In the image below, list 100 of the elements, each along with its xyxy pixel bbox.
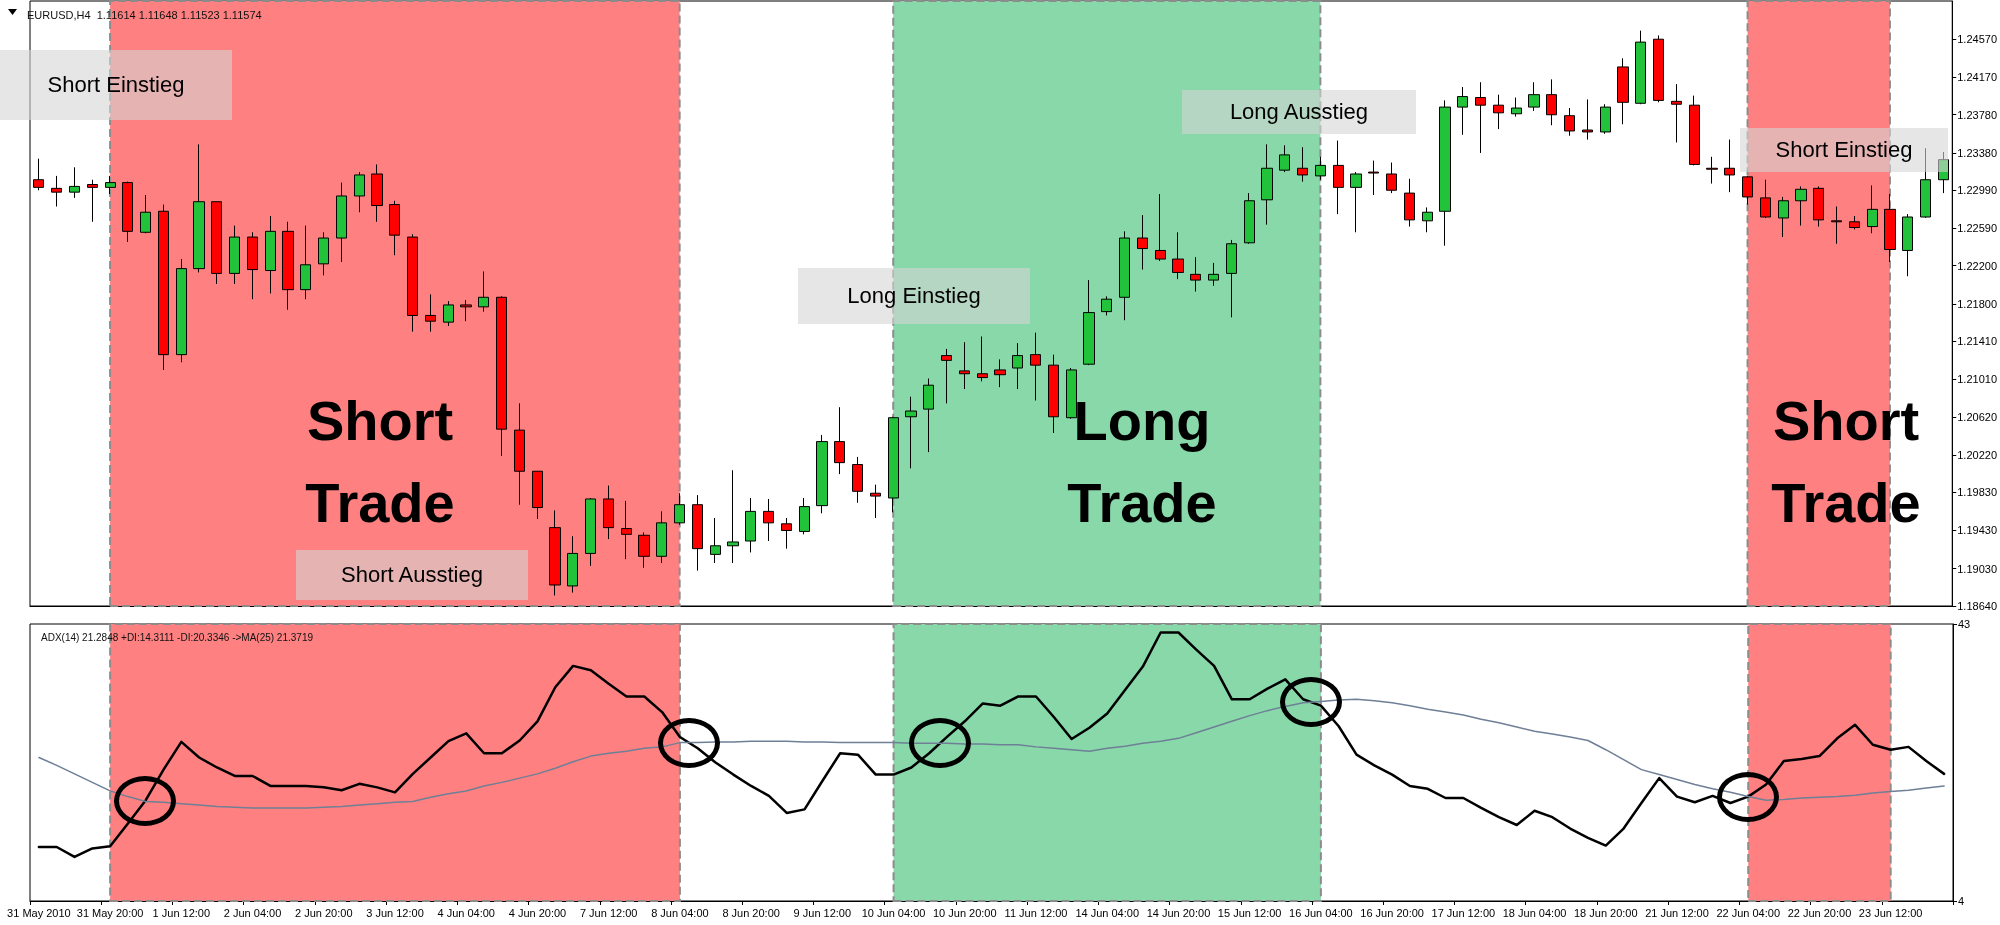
candlestick bbox=[745, 497, 756, 553]
candlestick bbox=[443, 300, 454, 327]
line-series bbox=[38, 698, 1945, 809]
x-tick-label: 21 Jun 12:00 bbox=[1645, 906, 1709, 919]
candlestick bbox=[1724, 139, 1735, 193]
x-tick-label: 23 Jun 12:00 bbox=[1858, 906, 1923, 919]
candlestick bbox=[1760, 179, 1771, 219]
text: EURUSD,H4 1.11614 1.11648 1.11523 1.11574 bbox=[27, 8, 262, 21]
candlestick bbox=[1689, 95, 1700, 166]
x-tick-label: 16 Jun 04:00 bbox=[1289, 906, 1353, 919]
candlestick bbox=[1368, 160, 1379, 196]
x-tick-label: 8 Jun 20:00 bbox=[722, 906, 780, 919]
x-tick-label: 2 Jun 20:00 bbox=[295, 906, 353, 919]
candlestick bbox=[1742, 175, 1753, 206]
candlestick bbox=[229, 225, 240, 285]
candlestick bbox=[176, 258, 187, 363]
candlestick bbox=[674, 492, 685, 526]
annotation: Short Trade bbox=[304, 388, 456, 536]
candlestick bbox=[1048, 354, 1059, 434]
x-tick-label: 8 Jun 04:00 bbox=[651, 906, 709, 919]
candlestick bbox=[834, 406, 845, 475]
candlestick bbox=[1849, 215, 1860, 230]
candlestick bbox=[354, 171, 365, 213]
candlestick bbox=[425, 293, 436, 333]
y-tick-label: 1.24170 bbox=[1957, 71, 1997, 84]
y-tick-label: 1.22990 bbox=[1957, 184, 1997, 197]
candlestick bbox=[69, 166, 80, 199]
x-tick-label: 2 Jun 04:00 bbox=[223, 906, 282, 919]
y-tick-label: 1.22590 bbox=[1957, 222, 1997, 235]
candlestick bbox=[763, 498, 774, 542]
candlestick bbox=[1582, 98, 1593, 141]
candlestick bbox=[1884, 193, 1896, 263]
candlestick bbox=[1902, 213, 1913, 277]
x-tick-label: 31 May 2010 bbox=[7, 906, 71, 919]
y-tick-label: 1.19030 bbox=[1957, 562, 1997, 575]
x-tick-label: 9 Jun 12:00 bbox=[793, 906, 852, 919]
candlestick bbox=[1778, 196, 1789, 238]
candlestick bbox=[211, 201, 222, 285]
candlestick bbox=[1493, 94, 1504, 130]
candlestick bbox=[585, 497, 596, 567]
candlestick bbox=[1083, 279, 1095, 366]
candlestick bbox=[140, 194, 151, 234]
candlestick bbox=[1279, 144, 1290, 173]
x-tick-label: 1 Jun 12:00 bbox=[152, 906, 211, 919]
candlestick bbox=[959, 341, 970, 390]
candlestick bbox=[1137, 214, 1148, 271]
candlestick bbox=[603, 485, 614, 540]
candlestick bbox=[1350, 171, 1362, 233]
candlestick bbox=[549, 509, 561, 596]
candlestick bbox=[816, 434, 828, 514]
y-tick-label: 1.19830 bbox=[1957, 486, 1997, 499]
candlestick bbox=[478, 270, 489, 313]
y-tick-label: 1.19430 bbox=[1957, 524, 1997, 537]
candlestick bbox=[122, 181, 133, 243]
candlestick bbox=[318, 231, 329, 276]
candlestick bbox=[1671, 83, 1682, 143]
candlestick bbox=[1404, 178, 1415, 228]
candlestick bbox=[407, 233, 418, 333]
candlestick bbox=[336, 182, 347, 263]
candlestick bbox=[1795, 185, 1807, 227]
candlestick bbox=[300, 225, 311, 300]
candlestick bbox=[888, 416, 899, 513]
x-tick-label: 4 Jun 04:00 bbox=[437, 906, 495, 919]
candlestick bbox=[389, 200, 400, 256]
candlestick bbox=[1119, 230, 1130, 321]
x-tick-label: 18 Jun 04:00 bbox=[1502, 906, 1567, 919]
y-tick-label: 1.23380 bbox=[1957, 146, 1997, 159]
candlestick bbox=[1867, 184, 1878, 234]
candlestick bbox=[1528, 81, 1540, 112]
candlestick bbox=[247, 231, 258, 300]
annotation: Short Trade bbox=[1771, 389, 1921, 534]
x-tick-label: 15 Jun 12:00 bbox=[1217, 906, 1282, 919]
candlestick bbox=[1511, 97, 1522, 118]
candlestick bbox=[923, 378, 934, 453]
candlestick bbox=[1190, 256, 1201, 293]
candlestick bbox=[1261, 143, 1273, 226]
candlestick bbox=[1546, 78, 1557, 126]
candlestick bbox=[87, 179, 98, 223]
candlestick bbox=[1066, 367, 1077, 420]
candlestick bbox=[282, 221, 294, 311]
candlestick bbox=[1564, 107, 1575, 137]
candlestick bbox=[51, 175, 62, 207]
candlestick bbox=[1172, 231, 1184, 280]
x-tick-label: 16 Jun 20:00 bbox=[1360, 906, 1424, 919]
x-tick-label: 31 May 20:00 bbox=[76, 906, 144, 919]
candlestick bbox=[1101, 295, 1112, 316]
x-tick-label: 10 Jun 20:00 bbox=[932, 906, 997, 919]
candlestick bbox=[727, 469, 739, 564]
candlestick bbox=[905, 396, 917, 469]
candlestick bbox=[1333, 140, 1344, 215]
candlestick bbox=[496, 295, 507, 457]
candlestick bbox=[1831, 205, 1842, 245]
line-series bbox=[37, 631, 1946, 859]
candlestick bbox=[1706, 156, 1718, 185]
x-tick-label: 18 Jun 20:00 bbox=[1573, 906, 1638, 919]
candlestick bbox=[1012, 342, 1023, 390]
candlestick bbox=[1297, 146, 1308, 183]
candlestick bbox=[1653, 34, 1664, 103]
candlestick bbox=[1475, 81, 1486, 154]
x-tick-label: 14 Jun 04:00 bbox=[1075, 906, 1140, 919]
